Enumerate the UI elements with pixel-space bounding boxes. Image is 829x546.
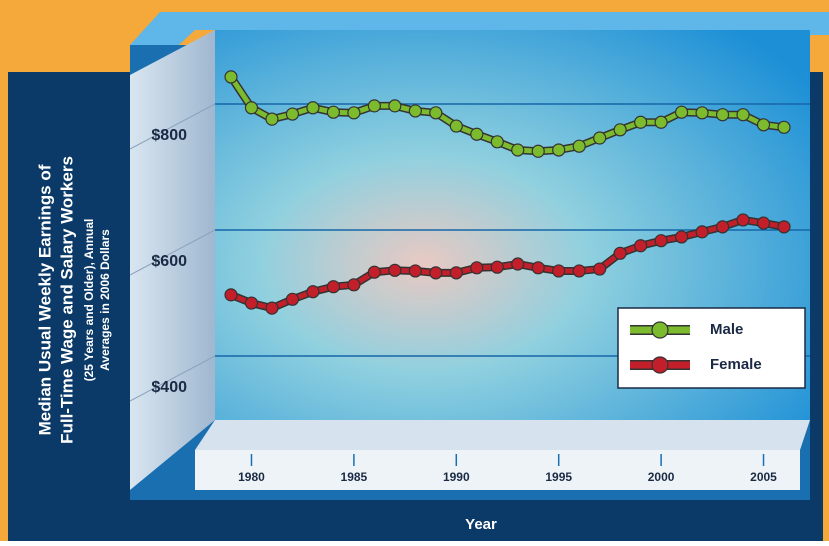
line bbox=[228, 75, 785, 154]
y-tick-label: $800 bbox=[151, 127, 187, 144]
point bbox=[613, 123, 627, 137]
x-tick-label: 1995 bbox=[545, 470, 572, 484]
point bbox=[449, 266, 463, 280]
point bbox=[593, 131, 607, 145]
point bbox=[490, 260, 504, 274]
x-tick-label: 2000 bbox=[648, 470, 675, 484]
point bbox=[265, 301, 279, 315]
point bbox=[511, 257, 525, 271]
point bbox=[756, 118, 771, 132]
title: Full-Time Wage and Salary Workers bbox=[57, 156, 76, 444]
point bbox=[613, 246, 627, 260]
point bbox=[634, 115, 648, 129]
legend-marker bbox=[651, 321, 669, 339]
point bbox=[388, 263, 402, 277]
floor bbox=[195, 420, 810, 450]
point bbox=[654, 115, 668, 129]
point bbox=[388, 99, 402, 113]
side-grid-line bbox=[129, 229, 216, 276]
point bbox=[572, 139, 586, 153]
point bbox=[756, 216, 771, 230]
line bbox=[230, 217, 785, 311]
title: Median Usual Weekly Earnings of bbox=[35, 164, 54, 435]
point bbox=[674, 230, 689, 244]
legend-label: Male bbox=[710, 321, 743, 338]
x-axis-label: Year bbox=[465, 516, 497, 533]
point bbox=[347, 278, 361, 292]
x-tick-label: 1980 bbox=[238, 470, 265, 484]
point bbox=[244, 296, 259, 310]
point bbox=[572, 264, 586, 278]
point bbox=[531, 261, 545, 275]
point bbox=[367, 265, 381, 279]
point bbox=[224, 70, 238, 84]
point bbox=[552, 143, 566, 157]
point bbox=[449, 119, 463, 133]
side-wall bbox=[130, 30, 215, 490]
point bbox=[736, 108, 750, 122]
point bbox=[285, 107, 300, 121]
point bbox=[736, 213, 750, 227]
legend-label: Female bbox=[710, 356, 762, 373]
point bbox=[777, 120, 791, 134]
x-tick-label: 1990 bbox=[443, 470, 470, 484]
point bbox=[777, 220, 791, 234]
point bbox=[306, 285, 320, 299]
point bbox=[326, 280, 341, 294]
point bbox=[674, 105, 689, 119]
point bbox=[715, 108, 730, 122]
point bbox=[593, 262, 607, 276]
point bbox=[408, 104, 422, 118]
y-tick-label: $600 bbox=[151, 253, 187, 270]
point bbox=[511, 143, 525, 157]
point bbox=[470, 261, 484, 275]
point bbox=[244, 101, 259, 115]
tick-strip bbox=[195, 450, 800, 490]
side-grid-line bbox=[129, 103, 216, 150]
point bbox=[695, 225, 709, 239]
side-grid-line bbox=[129, 355, 216, 402]
point bbox=[429, 106, 443, 120]
point bbox=[265, 112, 279, 126]
legend bbox=[617, 307, 806, 389]
point bbox=[224, 288, 238, 302]
y-tick-label: $400 bbox=[151, 379, 187, 396]
legend-marker bbox=[651, 356, 669, 374]
point bbox=[490, 135, 504, 149]
subtitle: Averages in 2006 Dollars bbox=[98, 229, 112, 371]
point bbox=[715, 220, 730, 234]
point bbox=[695, 106, 709, 120]
subtitle: (25 Years and Older), Annual bbox=[82, 219, 96, 382]
point bbox=[326, 105, 341, 119]
point bbox=[552, 264, 566, 278]
x-tick-label: 1985 bbox=[341, 470, 368, 484]
point bbox=[634, 239, 648, 253]
point bbox=[367, 99, 381, 113]
point bbox=[306, 101, 320, 115]
point bbox=[408, 264, 422, 278]
point bbox=[285, 292, 300, 306]
point bbox=[429, 266, 443, 280]
top-face bbox=[130, 12, 829, 90]
point bbox=[470, 127, 484, 141]
point bbox=[654, 234, 668, 248]
point bbox=[347, 106, 361, 120]
point bbox=[531, 144, 545, 158]
x-tick-label: 2005 bbox=[750, 470, 777, 484]
